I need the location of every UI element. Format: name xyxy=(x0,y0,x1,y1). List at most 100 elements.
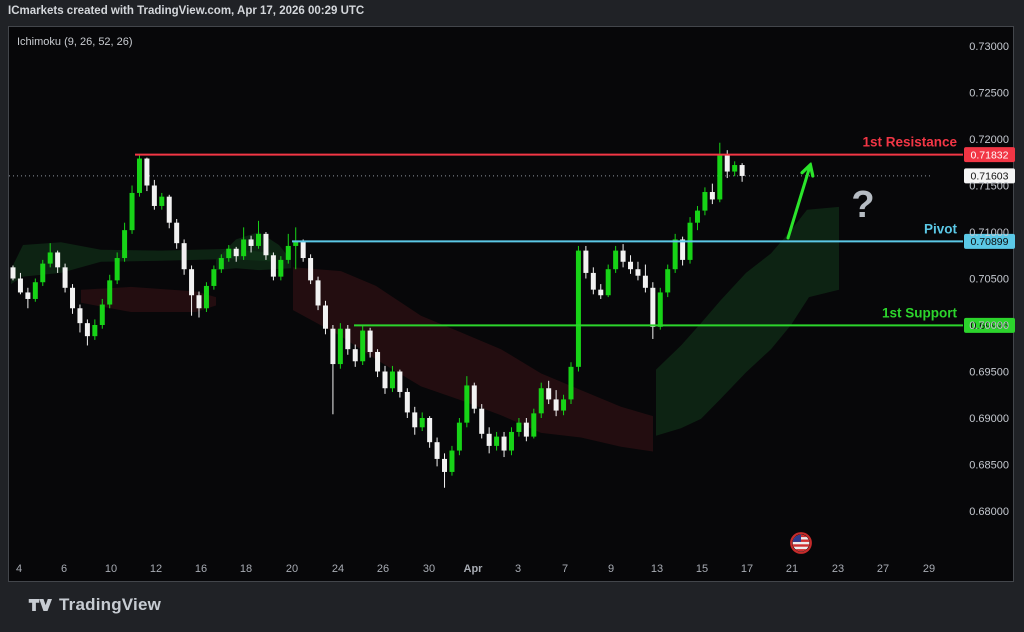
resistance-badge-text: 0.71832 xyxy=(971,149,1009,161)
candle-up xyxy=(203,285,209,309)
candle-down xyxy=(709,192,715,200)
support-label[interactable]: 1st Support xyxy=(882,305,958,320)
us-flag-event-icon[interactable] xyxy=(790,532,812,554)
resistance-price-badge xyxy=(964,147,1015,163)
chart-panel: Ichimoku (9, 26, 52, 26) 1st Resistance 0… xyxy=(8,26,1015,582)
time-tick[interactable]: 6 xyxy=(61,563,67,575)
time-tick[interactable]: 27 xyxy=(877,563,889,575)
pivot-label[interactable]: Pivot xyxy=(924,221,958,236)
snapshot-attribution: ICmarkets created with TradingView.com, … xyxy=(8,5,365,17)
time-tick[interactable]: 30 xyxy=(423,563,435,575)
pivot-price-badge xyxy=(964,233,1015,249)
candle-down xyxy=(151,185,157,206)
candle-down xyxy=(174,222,180,244)
candle-down xyxy=(382,371,388,389)
candle-down xyxy=(10,267,16,279)
time-tick[interactable]: 12 xyxy=(150,563,162,575)
candle-down xyxy=(583,250,589,273)
projection-arrow[interactable] xyxy=(786,166,810,240)
candle-down xyxy=(471,385,477,409)
candle-down xyxy=(315,280,321,306)
time-tick[interactable]: 4 xyxy=(16,563,22,575)
candle-down xyxy=(300,241,306,259)
time-tick[interactable]: 9 xyxy=(608,563,614,575)
candle-up xyxy=(47,252,53,264)
candle-down xyxy=(598,289,604,296)
candle-down xyxy=(479,408,485,434)
candle-up xyxy=(508,431,514,451)
price-tick[interactable]: 0.71000 xyxy=(969,227,1009,239)
time-tick[interactable]: 7 xyxy=(562,563,568,575)
price-tick[interactable]: 0.72000 xyxy=(969,134,1009,146)
time-tick[interactable]: 13 xyxy=(651,563,663,575)
candle-down xyxy=(308,258,314,281)
candle-down xyxy=(270,255,276,277)
tradingview-brand-text[interactable]: TradingView xyxy=(59,595,162,614)
price-tick[interactable]: 0.68000 xyxy=(969,506,1009,518)
candle-up xyxy=(99,304,105,325)
price-tick[interactable]: 0.70500 xyxy=(969,274,1009,286)
kumo-cloud-green xyxy=(656,206,839,436)
time-tick[interactable]: Apr xyxy=(464,563,484,575)
candle-down xyxy=(84,323,90,337)
last-price-badge-text: 0.71603 xyxy=(971,171,1009,183)
candle-up xyxy=(129,192,135,231)
candle-down xyxy=(181,243,187,270)
question-mark-annotation[interactable]: ? xyxy=(851,184,874,226)
candle-up xyxy=(665,269,671,293)
attribution-bar: TradingView xyxy=(28,595,161,615)
kumo-cloud-red xyxy=(81,286,216,312)
candle-down xyxy=(412,412,418,428)
time-tick[interactable]: 18 xyxy=(240,563,252,575)
price-chart: 1st Resistance 0.71832 Pivot 0.70899 1st Sup… xyxy=(9,41,1015,575)
candle-up xyxy=(226,248,232,259)
pivot-badge-text: 0.70899 xyxy=(971,236,1009,248)
candle-down xyxy=(196,295,202,309)
candle-up xyxy=(494,436,500,446)
candle-down xyxy=(263,233,269,256)
price-tick[interactable]: 0.68500 xyxy=(969,460,1009,472)
candle-up xyxy=(107,280,113,305)
candle-up xyxy=(285,245,291,260)
price-tick[interactable]: 0.69500 xyxy=(969,367,1009,379)
price-tick[interactable]: 0.72500 xyxy=(969,88,1009,100)
tradingview-logo-icon[interactable] xyxy=(28,596,52,614)
price-tick[interactable]: 0.70000 xyxy=(969,320,1009,332)
time-tick[interactable]: 21 xyxy=(786,563,798,575)
price-tick[interactable]: 0.71500 xyxy=(969,181,1009,193)
candle-down xyxy=(17,278,23,293)
candle-up xyxy=(122,230,128,259)
price-tick[interactable]: 0.73000 xyxy=(969,41,1009,53)
time-tick[interactable]: 23 xyxy=(832,563,844,575)
candles xyxy=(10,142,745,488)
time-tick[interactable]: 29 xyxy=(923,563,935,575)
candle-up xyxy=(211,269,217,286)
time-tick[interactable]: 10 xyxy=(105,563,117,575)
time-tick[interactable]: 24 xyxy=(332,563,344,575)
candle-down xyxy=(375,351,381,372)
resistance-label[interactable]: 1st Resistance xyxy=(862,135,957,150)
candle-up xyxy=(241,239,247,257)
candle-down xyxy=(546,388,552,400)
candle-down xyxy=(650,287,656,327)
time-tick[interactable]: 26 xyxy=(377,563,389,575)
candle-up xyxy=(114,258,120,281)
time-tick[interactable]: 16 xyxy=(195,563,207,575)
candle-up xyxy=(389,371,395,389)
candle-down xyxy=(397,371,403,392)
candle-down xyxy=(77,308,83,324)
time-tick[interactable]: 3 xyxy=(515,563,521,575)
candle-down xyxy=(427,418,433,443)
candle-down xyxy=(352,349,358,362)
candle-down xyxy=(233,248,239,257)
time-tick[interactable]: 15 xyxy=(696,563,708,575)
price-tick[interactable]: 0.69000 xyxy=(969,413,1009,425)
candle-down xyxy=(635,269,641,276)
candle-up xyxy=(256,233,262,246)
candle-up xyxy=(605,269,611,296)
time-tick[interactable]: 20 xyxy=(286,563,298,575)
candle-down xyxy=(248,239,254,246)
time-tick[interactable]: 17 xyxy=(741,563,753,575)
candle-down xyxy=(189,269,195,296)
